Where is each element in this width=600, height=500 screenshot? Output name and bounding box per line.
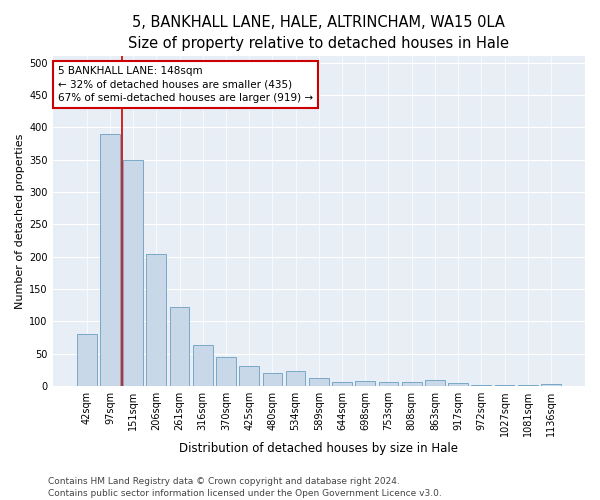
Bar — [309, 378, 329, 386]
Bar — [77, 334, 97, 386]
Bar — [425, 380, 445, 386]
Bar — [379, 382, 398, 386]
Bar — [541, 384, 561, 386]
Text: Contains HM Land Registry data © Crown copyright and database right 2024.
Contai: Contains HM Land Registry data © Crown c… — [48, 476, 442, 498]
Bar — [448, 384, 468, 386]
Bar — [170, 306, 190, 386]
Text: 5 BANKHALL LANE: 148sqm
← 32% of detached houses are smaller (435)
67% of semi-d: 5 BANKHALL LANE: 148sqm ← 32% of detache… — [58, 66, 313, 102]
Title: 5, BANKHALL LANE, HALE, ALTRINCHAM, WA15 0LA
Size of property relative to detach: 5, BANKHALL LANE, HALE, ALTRINCHAM, WA15… — [128, 15, 509, 51]
Bar — [216, 357, 236, 386]
Bar — [332, 382, 352, 386]
Bar — [193, 346, 212, 386]
Bar — [402, 382, 422, 386]
Bar — [518, 385, 538, 386]
Bar — [123, 160, 143, 386]
Bar — [494, 385, 514, 386]
X-axis label: Distribution of detached houses by size in Hale: Distribution of detached houses by size … — [179, 442, 458, 455]
Y-axis label: Number of detached properties: Number of detached properties — [15, 134, 25, 309]
Bar — [286, 370, 305, 386]
Bar — [146, 254, 166, 386]
Bar — [472, 385, 491, 386]
Bar — [355, 381, 375, 386]
Bar — [263, 372, 282, 386]
Bar — [100, 134, 120, 386]
Bar — [239, 366, 259, 386]
